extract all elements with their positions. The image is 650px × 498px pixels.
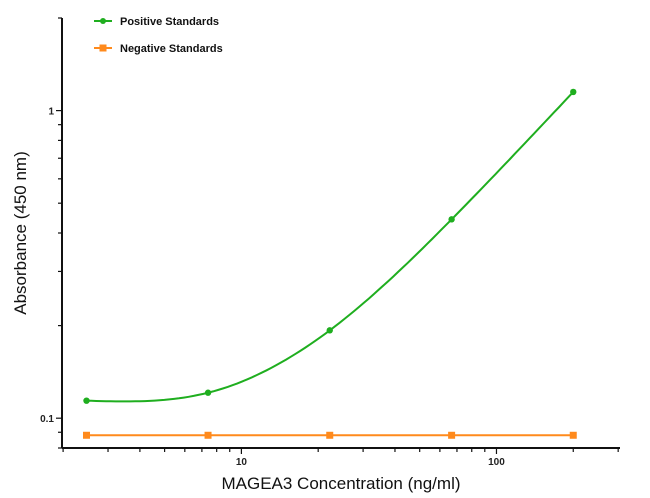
data-point <box>204 389 212 396</box>
x-tick-label: 10 <box>236 457 248 468</box>
data-point <box>83 397 90 404</box>
series-negative-standards <box>82 431 577 439</box>
data-point <box>570 88 577 96</box>
legend-label: Positive Standards <box>120 16 219 28</box>
data-point <box>569 431 577 439</box>
x-tick-label: 100 <box>488 457 505 468</box>
data-point <box>82 431 90 439</box>
y-axis-label: Absorbance (450 nm) <box>11 151 30 314</box>
data-point <box>448 216 455 223</box>
data-point <box>448 431 456 439</box>
data-point <box>326 327 333 334</box>
series-positive-standards <box>83 88 577 404</box>
legend-marker-circle-icon <box>100 18 106 24</box>
legend-marker-square-icon <box>99 44 107 52</box>
fit-curve <box>86 91 575 403</box>
legend-label: Negative Standards <box>120 43 223 55</box>
y-tick-label: 1 <box>48 107 54 118</box>
data-point <box>326 431 334 439</box>
y-tick-label: 0.1 <box>40 414 54 425</box>
legend-item: Positive Standards <box>94 16 219 28</box>
x-axis-label: MAGEA3 Concentration (ng/ml) <box>221 474 460 493</box>
legend-item: Negative Standards <box>94 43 223 55</box>
data-point <box>204 431 212 439</box>
